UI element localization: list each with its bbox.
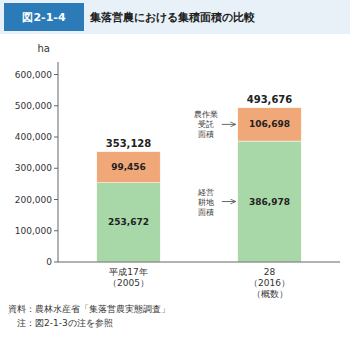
x-tick-label: 28（2016）（概数）: [249, 267, 290, 299]
text-line: 面積: [198, 130, 214, 139]
text-line: 面積: [198, 207, 214, 216]
y-tick-label: 400,000: [15, 132, 52, 142]
text-line: （概数）: [252, 289, 288, 299]
y-tick: [54, 199, 58, 200]
text-line: 耕地: [198, 197, 214, 206]
bar-segment: [238, 141, 301, 262]
figure-label: 図2-1-4: [22, 11, 65, 24]
total-label: 493,676: [247, 94, 293, 105]
bar-segment: [97, 152, 160, 183]
data-label: 99,456: [111, 162, 146, 172]
figure-label-box: [4, 3, 84, 31]
x-axis-line: [58, 262, 340, 263]
text-line: （2005）: [108, 278, 149, 288]
title: 集落営農における集積面積の比較: [89, 11, 256, 24]
y-tick: [54, 74, 58, 75]
y-tick-label: 200,000: [15, 195, 52, 205]
text-line: 農作業: [194, 110, 218, 119]
text-line: 経営: [197, 187, 214, 196]
y-axis-label: ha: [38, 43, 50, 54]
data-label: 106,698: [249, 119, 290, 129]
y-tick-label: 600,000: [15, 70, 52, 80]
header-background: [0, 0, 350, 34]
y-axis-line: [58, 62, 59, 262]
text-line: 28: [264, 267, 276, 277]
bar-segment: [97, 183, 160, 262]
footnote: 注：図2-1-3の注を参照: [8, 318, 113, 328]
annotation-arrow: [222, 124, 236, 125]
y-tick-label: 100,000: [15, 226, 52, 236]
y-tick-label: 0: [46, 257, 52, 267]
annotation-arrow: [222, 201, 236, 202]
annotation: 経営耕地面積: [197, 187, 214, 216]
y-tick-label: 500,000: [15, 101, 52, 111]
y-tick: [54, 137, 58, 138]
data-label: 253,672: [108, 217, 149, 227]
text-line: 平成17年: [109, 267, 147, 277]
x-tick-label: 平成17年（2005）: [108, 267, 149, 288]
text-line: （2016）: [249, 278, 290, 288]
y-tick: [54, 168, 58, 169]
footnote: 資料：農林水産省「集落営農実態調査」: [8, 304, 170, 314]
bar-segment: [238, 108, 301, 141]
data-labels: 253,672 99,456 353,128 386,978 106,698 493,67…: [106, 94, 293, 228]
y-tick: [54, 230, 58, 231]
y-tick-label: 300,000: [15, 163, 52, 173]
data-label: 386,978: [249, 197, 290, 207]
text-line: 受託: [198, 120, 214, 129]
annotation: 農作業受託面積: [194, 110, 218, 139]
y-tick: [54, 262, 58, 263]
bars: [97, 108, 301, 262]
y-tick: [54, 105, 58, 106]
chart: 図2-1-4 集落営農における集積面積の比較 ha 0 100,000 200,000 30…: [0, 0, 350, 338]
total-label: 353,128: [106, 138, 152, 149]
y-axis: 0 100,000 200,000 300,000 400,000 500,000 600,…: [15, 70, 58, 268]
